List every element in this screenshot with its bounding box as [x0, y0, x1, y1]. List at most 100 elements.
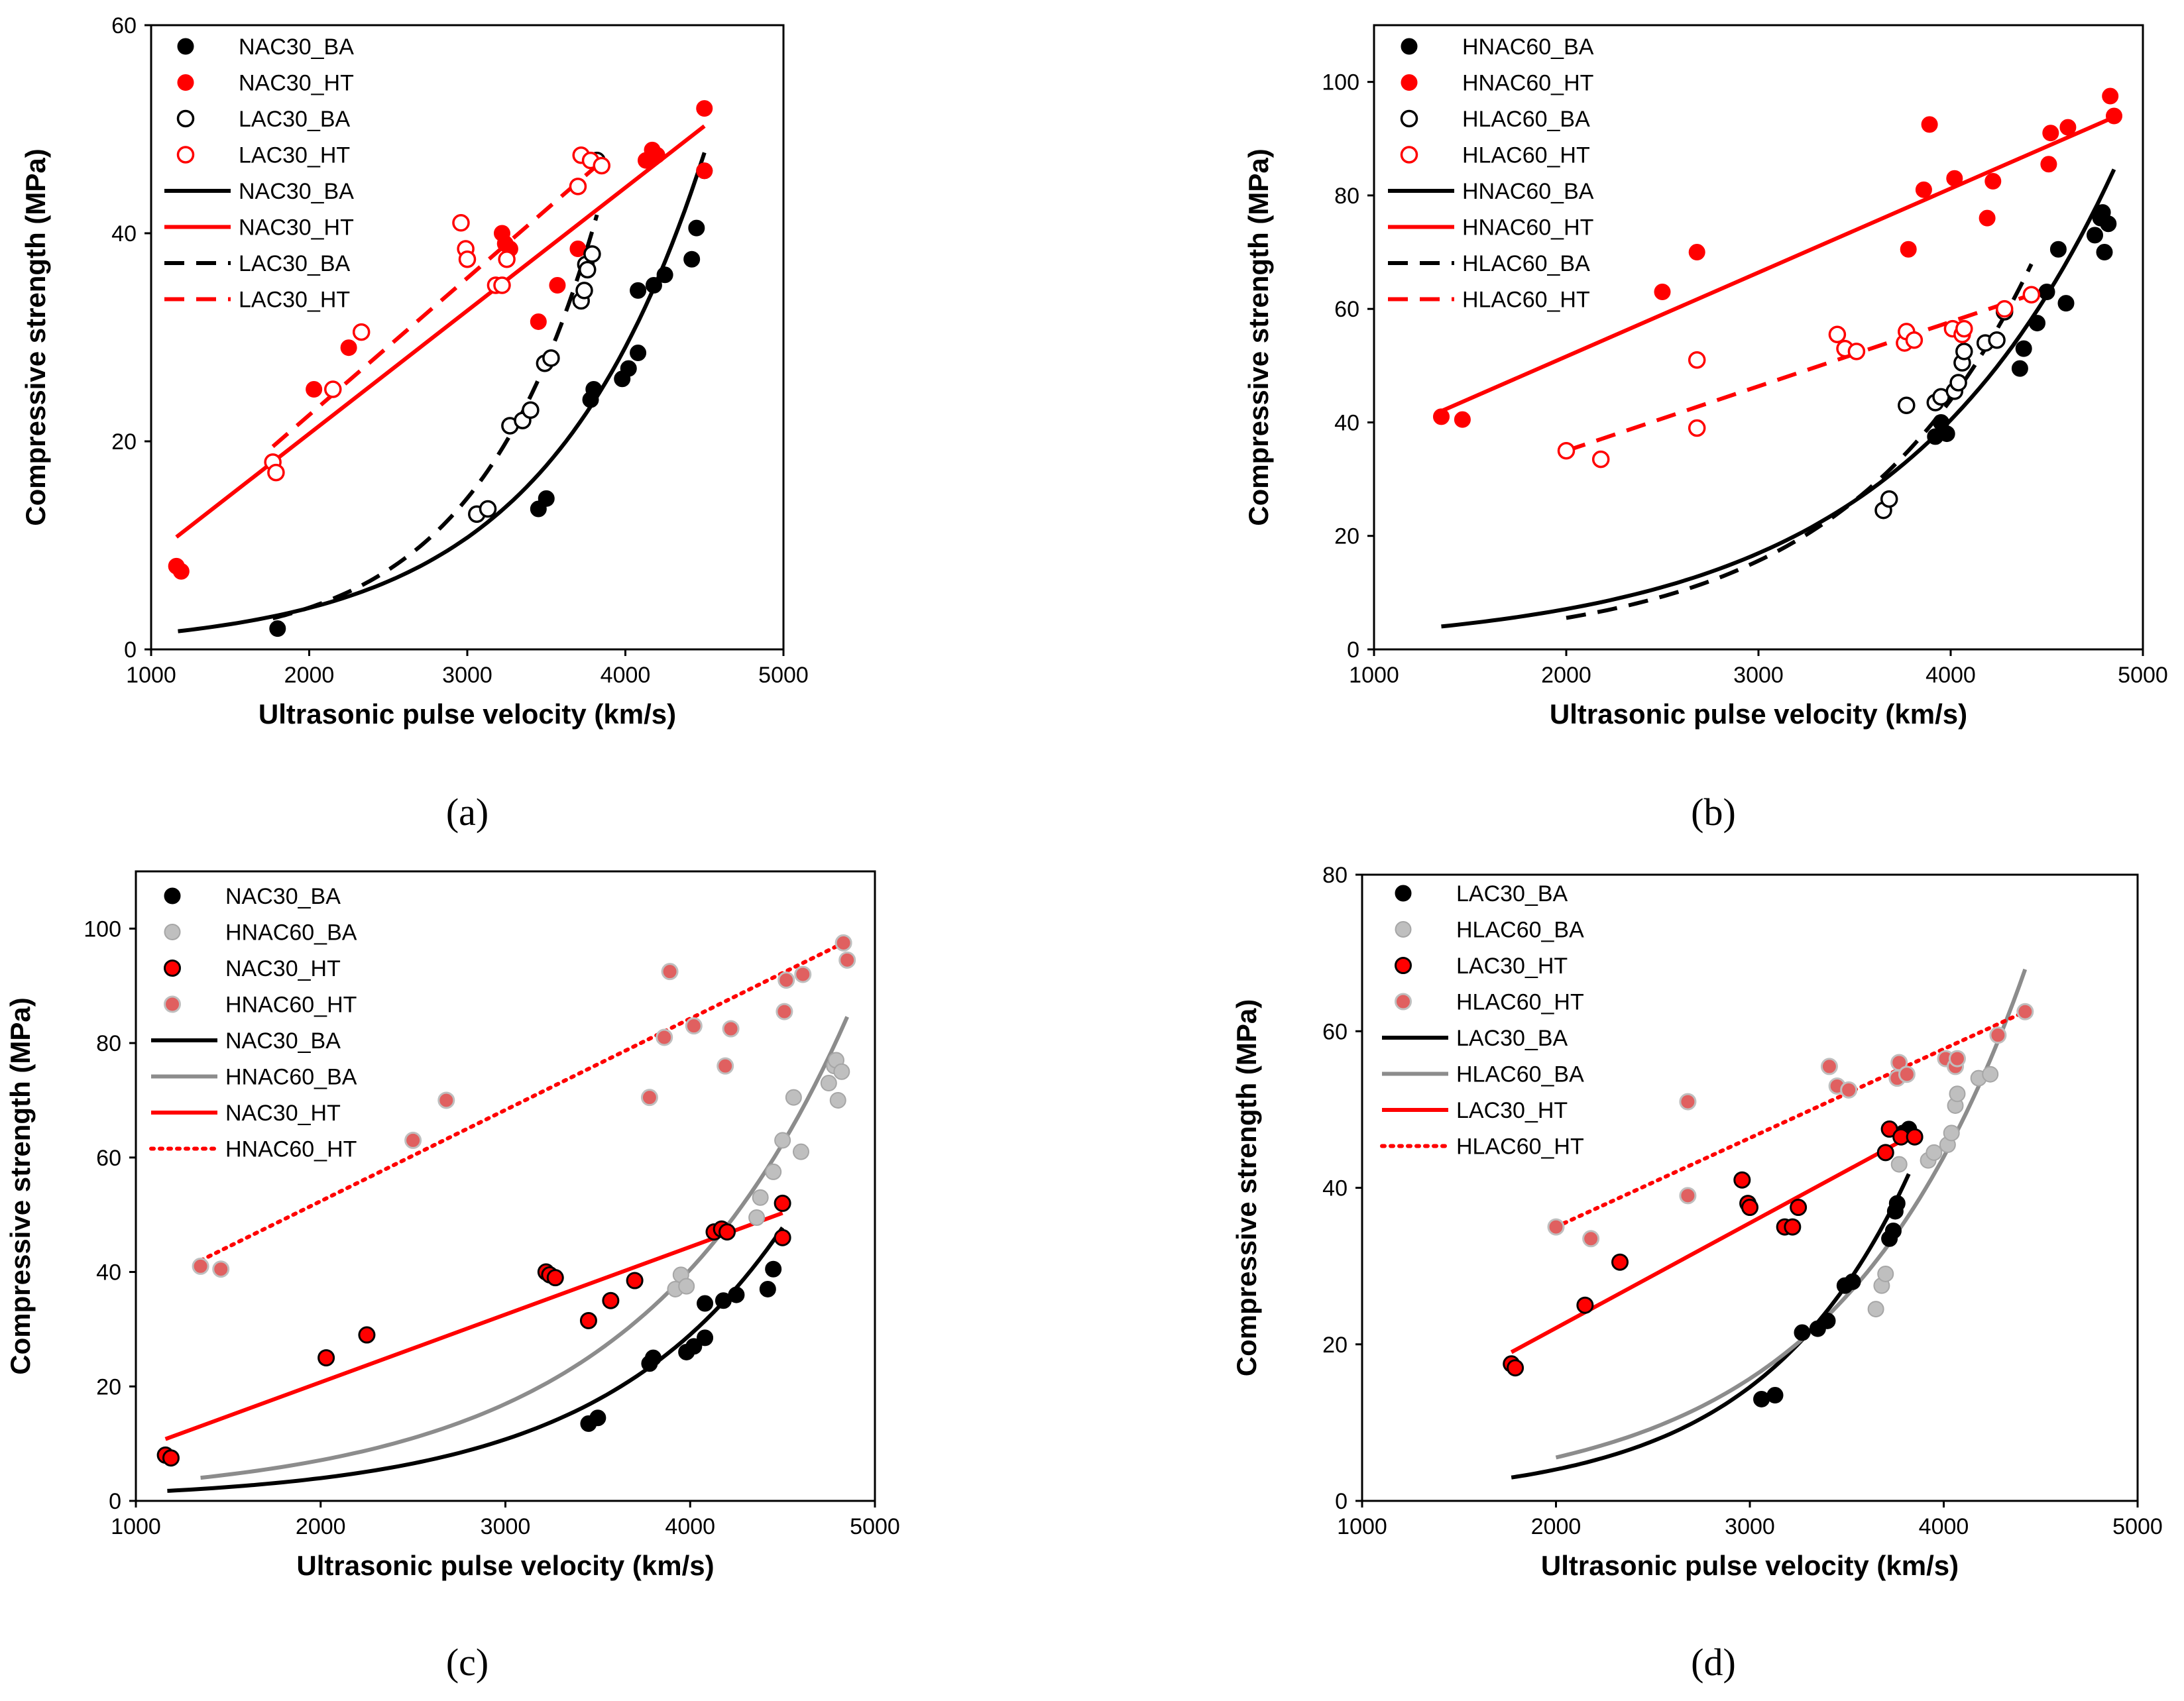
legend-label: NAC30_BA	[239, 34, 354, 60]
legend-entry: NAC30_BA	[151, 1028, 341, 1054]
legend-marker	[1400, 109, 1418, 128]
legend-entry: HLAC60_BA	[1382, 1062, 1584, 1087]
data-point-nac30-ht	[569, 241, 587, 258]
legend-entry: HLAC60_BA	[1388, 251, 1590, 276]
legend-marker	[176, 109, 195, 128]
legend-label: HLAC60_BA	[1462, 251, 1590, 276]
legend-label: HNAC60_HT	[225, 993, 357, 1018]
legend-label: LAC30_BA	[239, 251, 351, 276]
legend-marker	[176, 146, 195, 164]
data-point-nac30-ht	[774, 1194, 791, 1212]
x-tick-label: 5000	[2118, 663, 2168, 688]
data-point-hlac60-ht	[1955, 319, 1973, 338]
x-tick-label: 1000	[126, 663, 176, 688]
y-tick-label: 60	[1322, 1019, 1348, 1044]
data-point-hlac60-ht	[1840, 1081, 1858, 1099]
data-point-nac30-ht	[626, 1272, 644, 1289]
data-point-hnac60-ht	[1984, 173, 2002, 190]
data-point-nac30-ba	[585, 381, 603, 398]
legend-entry: HNAC60_HT	[1388, 215, 1593, 241]
x-axis-title: Ultrasonic pulse velocity (km/s)	[259, 698, 676, 730]
chart-panel-b: 0 20 40 60 80 100 1000 2000 3000 4000 5000 Ultrason…	[1243, 24, 2168, 834]
data-point-nac30-ba	[688, 219, 705, 237]
panel-label: (d)	[1691, 1641, 1736, 1684]
fit-line-hnac60-ba	[200, 1016, 849, 1480]
legend-entry: LAC30_HT	[164, 288, 350, 313]
data-point-lac30-ba	[1753, 1390, 1770, 1407]
legend-label: LAC30_BA	[1456, 881, 1568, 906]
x-axis-title: Ultrasonic pulse velocity (km/s)	[296, 1550, 714, 1581]
legend-entry: HLAC60_BA	[1400, 107, 1590, 132]
legend-marker	[1401, 38, 1418, 55]
data-point-hnac60-ba	[2087, 227, 2103, 244]
data-point-nac30-ht	[718, 1223, 736, 1241]
legend-entry: NAC30_BA	[177, 34, 354, 60]
data-point-lac30-ba	[575, 282, 593, 300]
legend-marker	[1395, 921, 1412, 938]
data-point-lac30-ba	[1884, 1222, 1902, 1239]
legend-entry: NAC30_HT	[164, 215, 354, 241]
data-point-nac30-ba	[765, 1260, 782, 1278]
data-point-hnac60-ht	[2059, 119, 2077, 136]
y-tick-label: 40	[1322, 1176, 1348, 1201]
legend-label: HNAC60_BA	[1462, 179, 1594, 204]
legend-marker	[1395, 993, 1412, 1011]
data-point-hnac60-ht	[661, 963, 679, 981]
fit-line-lac30-ht	[1510, 1135, 1910, 1354]
legend-label: HLAC60_BA	[1462, 107, 1590, 132]
x-tick-label: 2000	[1541, 663, 1591, 688]
legend-label: NAC30_HT	[239, 215, 354, 241]
x-tick-label: 5000	[850, 1514, 900, 1539]
y-tick-label: 0	[109, 1489, 121, 1514]
data-point-nac30-ba	[697, 1295, 714, 1312]
fit-line-nac30-ht	[175, 124, 706, 539]
data-point-hnac60-ba	[2100, 215, 2117, 233]
legend-entry: NAC30_HT	[164, 956, 341, 981]
data-point-hnac60-ht	[640, 1089, 658, 1107]
y-tick-label: 40	[111, 221, 137, 247]
y-tick-label: 60	[111, 13, 137, 38]
legend-entry: LAC30_HT	[176, 143, 350, 168]
data-point-nac30-ba	[538, 490, 555, 507]
legend-entry: LAC30_HT	[1382, 1098, 1568, 1123]
legend-entry: HLAC60_HT	[1395, 990, 1584, 1015]
legend-entry: HNAC60_HT	[1401, 71, 1593, 96]
data-point-lac30-ht	[569, 178, 587, 195]
legend-entry: LAC30_BA	[164, 251, 351, 276]
data-point-lac30-ba	[1794, 1324, 1811, 1341]
chart-panel-a: 0 20 40 60 1000 2000 3000 4000 5000 Ultrasonic pu…	[20, 13, 809, 834]
y-tick-label: 40	[96, 1260, 121, 1286]
y-tick-label: 100	[84, 916, 121, 942]
legend-entry: NAC30_HT	[151, 1101, 341, 1126]
data-point-hnac60-ht	[794, 965, 812, 983]
data-point-lac30-ht	[458, 250, 477, 268]
data-point-nac30-ht	[340, 339, 357, 357]
data-point-lac30-ht	[1790, 1199, 1808, 1217]
data-point-hlac60-ba	[1867, 1301, 1884, 1318]
y-axis-title: Compressive strength (MPa)	[5, 997, 36, 1374]
legend-entry: HNAC60_BA	[164, 920, 357, 946]
data-point-hnac60-ht	[722, 1020, 740, 1038]
data-point-nac30-ht	[549, 277, 566, 294]
data-point-nac30-ht	[162, 1449, 180, 1467]
data-point-hnac60-ba	[678, 1278, 695, 1295]
y-tick-label: 100	[1322, 70, 1359, 95]
data-point-nac30-ht	[530, 313, 547, 330]
data-point-lac30-ht	[1507, 1359, 1524, 1377]
data-point-hnac60-ht	[1915, 181, 1932, 198]
data-point-hnac60-ht	[1688, 244, 1705, 261]
data-point-lac30-ba	[1819, 1312, 1836, 1329]
data-point-lac30-ht	[1741, 1199, 1758, 1217]
x-tick-label: 2000	[296, 1514, 346, 1539]
legend-marker	[1400, 146, 1418, 164]
data-point-nac30-ht	[317, 1349, 335, 1367]
legend-label: HNAC60_HT	[225, 1137, 357, 1162]
legend-entry: HLAC60_HT	[1388, 288, 1590, 313]
data-point-lac30-ba	[479, 500, 497, 518]
y-tick-label: 20	[96, 1374, 121, 1399]
data-point-hlac60-ht	[2022, 286, 2041, 304]
data-point-hlac60-ht	[1820, 1058, 1838, 1075]
data-point-hnac60-ht	[1454, 411, 1471, 428]
data-point-hlac60-ht	[1905, 331, 1924, 349]
data-point-hnac60-ht	[1921, 116, 1938, 133]
